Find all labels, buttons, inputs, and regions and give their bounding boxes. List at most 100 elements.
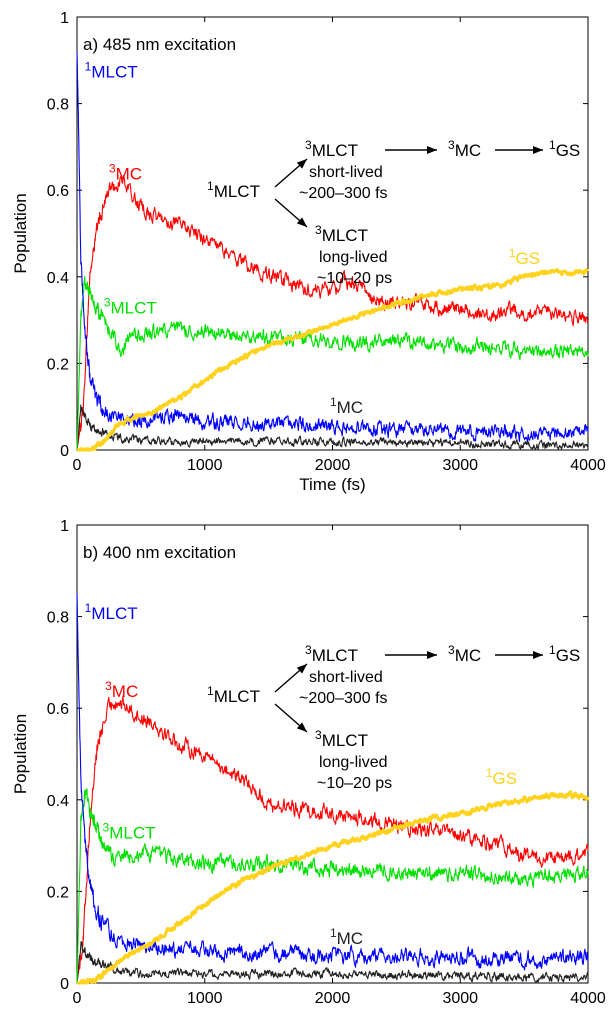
scheme-upper-3mlct-sup: 3 bbox=[305, 138, 312, 152]
series-label-1MLCT: 1MLCT bbox=[85, 601, 138, 623]
scheme-long-lived-label: long-lived bbox=[319, 249, 387, 266]
scheme-start-1mlct: 1MLCT bbox=[207, 179, 260, 201]
scheme-lower-3mlct-sup: 3 bbox=[315, 728, 322, 742]
x-axis-label: Time (fs) bbox=[299, 475, 365, 494]
scheme-start-1mlct-base: MLCT bbox=[214, 687, 260, 706]
chart-panel-b: 0 0.2 0.4 0.6 0.8 1 0 1000 2000 3000 4000 Time (fs)… bbox=[11, 518, 606, 1011]
panel-title: a) 485 nm excitation bbox=[83, 35, 236, 54]
arrow-to-long-lived bbox=[274, 703, 308, 733]
series-label-3MC-base: MC bbox=[116, 164, 142, 183]
scheme-short-time-label: ~200–300 fs bbox=[299, 690, 388, 707]
scheme-lower-3mlct: 3MLCT bbox=[315, 223, 368, 245]
series-line-1MC bbox=[76, 404, 589, 451]
series-label-1MC-base: MC bbox=[337, 929, 363, 948]
arrow-to-short-lived bbox=[274, 663, 308, 693]
x-tick-label: 0 bbox=[73, 457, 82, 474]
series-label-3MLCT-sup: 3 bbox=[103, 821, 110, 835]
scheme-short-lived-label: short-lived bbox=[309, 164, 383, 181]
scheme-3mc: 3MC bbox=[448, 138, 481, 160]
y-tick-label: 0.4 bbox=[47, 793, 69, 810]
y-tick-label: 0.2 bbox=[47, 356, 69, 373]
series-label-1MC: 1MC bbox=[330, 395, 363, 417]
scheme-upper-3mlct: 3MLCT bbox=[305, 138, 358, 160]
series-line-1GS bbox=[75, 268, 590, 452]
y-tick-label: 0.8 bbox=[47, 97, 69, 114]
scheme-lower-3mlct-sup: 3 bbox=[315, 223, 322, 237]
arrow-to-long-lived bbox=[274, 198, 308, 228]
y-tick-label: 0.8 bbox=[47, 610, 69, 627]
arrow-to-3mc bbox=[385, 651, 437, 659]
y-tick-label: 0.6 bbox=[47, 183, 69, 200]
y-tick-label: 0.6 bbox=[47, 701, 69, 718]
scheme-long-time-label: ~10–20 ps bbox=[317, 775, 392, 792]
x-tick-label: 2000 bbox=[315, 457, 351, 474]
series-label-3MLCT: 3MLCT bbox=[103, 821, 156, 843]
chart-panel-a: 0 0.2 0.4 0.6 0.8 1 0 1000 2000 3000 4000 Time (fs)… bbox=[11, 10, 606, 494]
scheme-lower-3mlct: 3MLCT bbox=[315, 728, 368, 750]
series-label-3MC-sup: 3 bbox=[105, 679, 112, 693]
scheme-short-time-label: ~200–300 fs bbox=[299, 185, 388, 202]
scheme-long-time-label: ~10–20 ps bbox=[317, 270, 392, 287]
series-label-1GS-base: GS bbox=[492, 769, 517, 788]
series-label-1GS-sup: 1 bbox=[486, 766, 493, 780]
scheme-upper-3mlct-base: MLCT bbox=[312, 141, 358, 160]
series-line-3MC bbox=[76, 695, 589, 984]
scheme-upper-3mlct-base: MLCT bbox=[312, 646, 358, 665]
y-tick-label: 1 bbox=[60, 518, 69, 535]
scheme-lower-3mlct-base: MLCT bbox=[322, 731, 368, 750]
scheme-long-lived-label: long-lived bbox=[319, 754, 387, 771]
scheme-3mc: 3MC bbox=[448, 643, 481, 665]
scheme-3mc-base: MC bbox=[455, 646, 481, 665]
x-tick-label: 1000 bbox=[187, 990, 223, 1007]
series-label-1MC-base: MC bbox=[337, 398, 363, 417]
x-tick-label: 4000 bbox=[570, 990, 606, 1007]
x-tick-label: 4000 bbox=[570, 457, 606, 474]
series-label-1GS-base: GS bbox=[515, 249, 540, 268]
scheme-1gs: 1GS bbox=[549, 643, 580, 665]
series-label-3MLCT-sup: 3 bbox=[104, 296, 111, 310]
series-label-1MLCT-base: MLCT bbox=[91, 63, 137, 82]
x-tick-label: 1000 bbox=[187, 457, 223, 474]
scheme-short-lived-label: short-lived bbox=[309, 669, 383, 686]
scheme-1gs-base: GS bbox=[556, 141, 581, 160]
y-tick-label: 0.2 bbox=[47, 884, 69, 901]
series-label-3MLCT: 3MLCT bbox=[104, 296, 157, 318]
series-line-3MLCT bbox=[76, 276, 589, 451]
series-line-1MLCT bbox=[76, 51, 589, 442]
scheme-1gs-sup: 1 bbox=[549, 138, 556, 152]
series-label-1MLCT: 1MLCT bbox=[85, 60, 138, 82]
x-tick-label: 3000 bbox=[442, 457, 478, 474]
scheme-start-1mlct-sup: 1 bbox=[207, 684, 214, 698]
panel-title: b) 400 nm excitation bbox=[83, 543, 236, 562]
series-label-1MLCT-sup: 1 bbox=[85, 601, 92, 615]
series-label-3MC-base: MC bbox=[112, 682, 138, 701]
x-tick-label: 2000 bbox=[315, 990, 351, 1007]
scheme-upper-3mlct-sup: 3 bbox=[305, 643, 312, 657]
y-tick-label: 0.4 bbox=[47, 270, 69, 287]
series-line-3MLCT bbox=[76, 788, 589, 984]
x-tick-label: 0 bbox=[73, 990, 82, 1007]
series-label-1GS: 1GS bbox=[509, 246, 540, 268]
series-label-1MLCT-sup: 1 bbox=[85, 60, 92, 74]
scheme-lower-3mlct-base: MLCT bbox=[322, 226, 368, 245]
series-label-3MC: 3MC bbox=[105, 679, 138, 701]
series-label-3MC: 3MC bbox=[109, 161, 142, 183]
x-tick-label: 3000 bbox=[442, 990, 478, 1007]
scheme-3mc-base: MC bbox=[455, 141, 481, 160]
scheme-start-1mlct-sup: 1 bbox=[207, 179, 214, 193]
scheme-1gs: 1GS bbox=[549, 138, 580, 160]
series-label-3MLCT-base: MLCT bbox=[111, 299, 157, 318]
scheme-upper-3mlct: 3MLCT bbox=[305, 643, 358, 665]
arrow-to-3mc bbox=[385, 146, 437, 154]
scheme-3mc-sup: 3 bbox=[448, 138, 455, 152]
scheme-1gs-base: GS bbox=[556, 646, 581, 665]
series-label-3MC-sup: 3 bbox=[109, 161, 116, 175]
series-label-1MC-sup: 1 bbox=[330, 395, 337, 409]
y-tick-label: 0 bbox=[60, 976, 69, 993]
series-line-3MC bbox=[76, 175, 589, 451]
series-label-1MC: 1MC bbox=[330, 926, 363, 948]
y-axis-label: Population bbox=[11, 193, 30, 273]
